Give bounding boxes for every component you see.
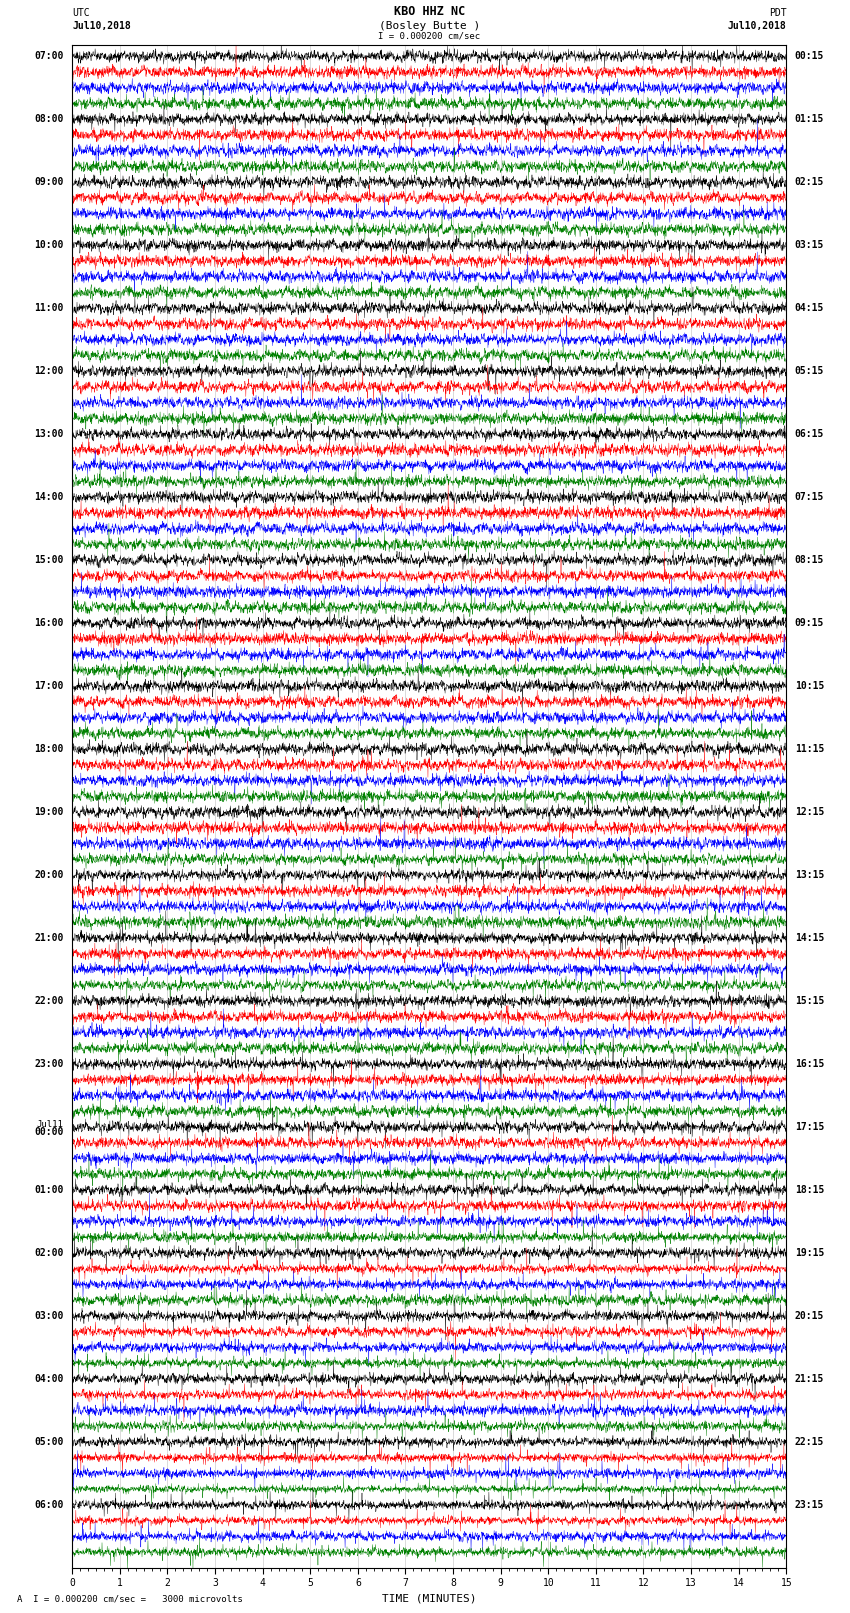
Text: 21:15: 21:15: [795, 1374, 824, 1384]
Text: 17:15: 17:15: [795, 1123, 824, 1132]
Text: 02:15: 02:15: [795, 177, 824, 187]
Text: 09:00: 09:00: [34, 177, 64, 187]
Text: 07:15: 07:15: [795, 492, 824, 502]
Text: 15:15: 15:15: [795, 995, 824, 1007]
Text: 00:15: 00:15: [795, 52, 824, 61]
Text: 22:00: 22:00: [34, 995, 64, 1007]
Text: 04:00: 04:00: [34, 1374, 64, 1384]
Text: 13:15: 13:15: [795, 869, 824, 881]
Text: 20:00: 20:00: [34, 869, 64, 881]
Text: 18:00: 18:00: [34, 744, 64, 753]
Text: 12:15: 12:15: [795, 806, 824, 818]
Text: 11:15: 11:15: [795, 744, 824, 753]
Text: 23:00: 23:00: [34, 1060, 64, 1069]
Text: 19:00: 19:00: [34, 806, 64, 818]
Text: 05:15: 05:15: [795, 366, 824, 376]
Text: 00:00: 00:00: [34, 1127, 64, 1137]
Text: 06:00: 06:00: [34, 1500, 64, 1510]
Text: 07:00: 07:00: [34, 52, 64, 61]
Text: 16:00: 16:00: [34, 618, 64, 627]
Text: A  I = 0.000200 cm/sec =   3000 microvolts: A I = 0.000200 cm/sec = 3000 microvolts: [17, 1594, 243, 1603]
Text: Jul10,2018: Jul10,2018: [72, 21, 131, 32]
Text: UTC: UTC: [72, 8, 90, 18]
Text: 18:15: 18:15: [795, 1186, 824, 1195]
Text: 11:00: 11:00: [34, 303, 64, 313]
Text: 08:15: 08:15: [795, 555, 824, 565]
Text: (Bosley Butte ): (Bosley Butte ): [378, 21, 480, 32]
Text: 15:00: 15:00: [34, 555, 64, 565]
Text: 06:15: 06:15: [795, 429, 824, 439]
Text: 02:00: 02:00: [34, 1248, 64, 1258]
Text: 01:00: 01:00: [34, 1186, 64, 1195]
Text: 23:15: 23:15: [795, 1500, 824, 1510]
Text: 17:00: 17:00: [34, 681, 64, 690]
Text: 13:00: 13:00: [34, 429, 64, 439]
Text: 14:00: 14:00: [34, 492, 64, 502]
Text: 12:00: 12:00: [34, 366, 64, 376]
Text: 01:15: 01:15: [795, 115, 824, 124]
Text: 09:15: 09:15: [795, 618, 824, 627]
Text: 22:15: 22:15: [795, 1437, 824, 1447]
Text: PDT: PDT: [768, 8, 786, 18]
Text: KBO HHZ NC: KBO HHZ NC: [394, 5, 465, 18]
X-axis label: TIME (MINUTES): TIME (MINUTES): [382, 1594, 477, 1603]
Text: 16:15: 16:15: [795, 1060, 824, 1069]
Text: Jul11: Jul11: [37, 1119, 64, 1129]
Text: I = 0.000200 cm/sec: I = 0.000200 cm/sec: [378, 32, 480, 40]
Text: 21:00: 21:00: [34, 932, 64, 944]
Text: 04:15: 04:15: [795, 303, 824, 313]
Text: 10:00: 10:00: [34, 240, 64, 250]
Text: 20:15: 20:15: [795, 1311, 824, 1321]
Text: 08:00: 08:00: [34, 115, 64, 124]
Text: 19:15: 19:15: [795, 1248, 824, 1258]
Text: 03:15: 03:15: [795, 240, 824, 250]
Text: 10:15: 10:15: [795, 681, 824, 690]
Text: Jul10,2018: Jul10,2018: [728, 21, 786, 32]
Text: 14:15: 14:15: [795, 932, 824, 944]
Text: 05:00: 05:00: [34, 1437, 64, 1447]
Text: 03:00: 03:00: [34, 1311, 64, 1321]
